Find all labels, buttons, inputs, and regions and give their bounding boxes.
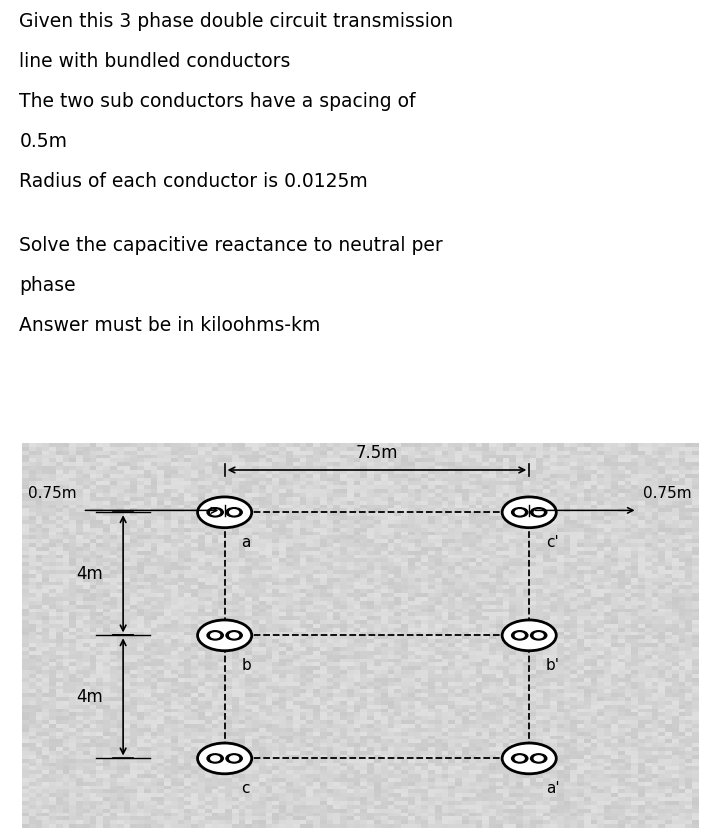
Circle shape [226, 754, 242, 763]
Circle shape [516, 633, 524, 638]
Text: a': a' [546, 782, 559, 797]
Circle shape [502, 620, 557, 650]
Circle shape [226, 507, 242, 517]
Circle shape [502, 743, 557, 774]
Circle shape [230, 510, 238, 515]
Text: b': b' [546, 659, 560, 674]
Circle shape [197, 743, 252, 774]
Circle shape [197, 620, 252, 650]
Circle shape [207, 507, 223, 517]
Circle shape [531, 754, 546, 763]
Text: c': c' [546, 535, 559, 550]
Circle shape [534, 756, 543, 761]
Circle shape [207, 754, 223, 763]
Circle shape [534, 510, 543, 515]
Text: Solve the capacitive reactance to neutral per: Solve the capacitive reactance to neutra… [19, 236, 444, 255]
Circle shape [211, 510, 220, 515]
Text: Radius of each conductor is 0.0125m: Radius of each conductor is 0.0125m [19, 172, 368, 191]
Text: line with bundled conductors: line with bundled conductors [19, 52, 291, 71]
Text: 4m: 4m [76, 565, 103, 583]
Circle shape [502, 497, 557, 528]
Circle shape [230, 756, 238, 761]
Text: b: b [241, 659, 251, 674]
Circle shape [512, 507, 528, 517]
Circle shape [230, 633, 238, 638]
Text: phase: phase [19, 276, 76, 295]
Circle shape [197, 497, 252, 528]
Text: Given this 3 phase double circuit transmission: Given this 3 phase double circuit transm… [19, 13, 454, 31]
Circle shape [516, 510, 524, 515]
Circle shape [211, 633, 220, 638]
Text: 0.5m: 0.5m [19, 132, 68, 151]
Circle shape [226, 630, 242, 640]
Circle shape [512, 754, 528, 763]
Circle shape [207, 630, 223, 640]
Circle shape [512, 630, 528, 640]
Text: 0.75m: 0.75m [28, 486, 77, 501]
Circle shape [531, 507, 546, 517]
Text: 0.75m: 0.75m [643, 486, 692, 501]
Circle shape [211, 756, 220, 761]
Text: The two sub conductors have a spacing of: The two sub conductors have a spacing of [19, 92, 416, 111]
Text: 4m: 4m [76, 688, 103, 706]
Circle shape [531, 630, 546, 640]
Text: Answer must be in kiloohms-km: Answer must be in kiloohms-km [19, 316, 321, 335]
Text: 7.5m: 7.5m [356, 444, 398, 461]
Circle shape [516, 756, 524, 761]
Circle shape [534, 633, 543, 638]
Text: c: c [241, 782, 250, 797]
Text: a: a [241, 535, 251, 550]
